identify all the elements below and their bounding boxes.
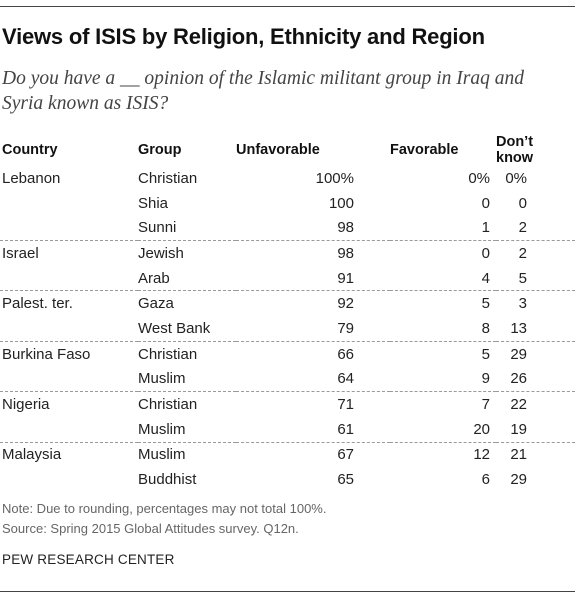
table-row: Palest. ter. Gaza 92 5 3 — [0, 291, 575, 316]
country-cell: Lebanon — [2, 169, 61, 187]
dont-know-cell: 19 — [496, 416, 575, 443]
favorable-cell: 0 — [481, 194, 490, 212]
group-cell: Jewish — [138, 244, 184, 262]
dont-know-cell: 3 — [518, 295, 527, 313]
country-cell — [0, 191, 138, 216]
favorable-cell: 8 — [390, 316, 496, 342]
header-favorable: Favorable — [390, 142, 459, 158]
dont-know-cell: 5 — [496, 265, 575, 292]
chart-title: Views of ISIS by Religion, Ethnicity and… — [2, 24, 485, 49]
unfavorable-cell: 98 — [236, 215, 390, 242]
dont-know-cell: 13 — [496, 316, 575, 342]
country-cell: Malaysia — [2, 446, 62, 464]
unfavorable-cell: 79 — [236, 316, 390, 342]
country-cell — [0, 416, 138, 443]
table-row: Sunni 98 1 2 — [0, 215, 575, 242]
table-row: Nigeria Christian 71 7 22 — [0, 392, 575, 417]
footnote: Note: Due to rounding, percentages may n… — [2, 499, 326, 539]
bottom-rule — [0, 591, 575, 592]
favorable-cell: 7 — [481, 396, 490, 414]
dont-know-cell: 29 — [510, 345, 527, 363]
group-cell: Christian — [138, 169, 198, 187]
dont-know-cell: 2 — [518, 244, 527, 262]
group-cell: Gaza — [138, 295, 174, 313]
table-row: Arab 91 4 5 — [0, 265, 575, 292]
header-country: Country — [2, 142, 58, 158]
country-cell — [0, 215, 138, 242]
group-cell: Muslim — [138, 366, 236, 393]
favorable-cell: 4 — [390, 265, 496, 292]
source-text: Source: Spring 2015 Global Attitudes sur… — [2, 521, 299, 536]
dont-know-cell: 0% — [505, 169, 527, 187]
unfavorable-cell: 66 — [337, 345, 354, 363]
favorable-cell: 0 — [481, 244, 490, 262]
country-cell — [0, 316, 138, 342]
country-cell: Burkina Faso — [2, 345, 91, 363]
country-cell — [0, 366, 138, 393]
table-row: Shia 100 0 0 — [0, 191, 575, 216]
note-text: Note: Due to rounding, percentages may n… — [2, 501, 327, 516]
unfavorable-cell: 98 — [337, 244, 354, 262]
credit-text: PEW RESEARCH CENTER — [2, 552, 175, 567]
header-dont-know: Don’t know — [496, 134, 534, 166]
country-cell — [0, 467, 138, 492]
country-cell: Palest. ter. — [2, 295, 73, 313]
dont-know-cell: 2 — [496, 215, 575, 242]
group-cell: Muslim — [138, 446, 186, 464]
favorable-cell: 5 — [481, 345, 490, 363]
group-cell: Shia — [138, 194, 169, 212]
table-row: Muslim 64 9 26 — [0, 366, 575, 393]
unfavorable-cell: 100% — [315, 169, 354, 187]
favorable-cell: 0% — [468, 169, 490, 187]
dont-know-cell: 26 — [496, 366, 575, 393]
country-cell: Israel — [2, 244, 39, 262]
dont-know-cell: 29 — [510, 471, 527, 489]
group-cell: West Bank — [138, 316, 236, 342]
favorable-cell: 6 — [481, 471, 490, 489]
dont-know-cell: 21 — [510, 446, 527, 464]
chart-subtitle: Do you have a __ opinion of the Islamic … — [2, 68, 524, 114]
dont-know-cell: 0 — [518, 194, 527, 212]
dont-know-cell: 22 — [510, 396, 527, 414]
unfavorable-cell: 61 — [236, 416, 390, 443]
favorable-cell: 1 — [390, 215, 496, 242]
country-cell — [0, 265, 138, 292]
data-table: Country Group Unfavorable Favorable Don’… — [0, 134, 575, 492]
table-row: Lebanon Christian 100% 0% 0% — [0, 166, 575, 191]
table-row: Burkina Faso Christian 66 5 29 — [0, 341, 575, 366]
unfavorable-cell: 64 — [236, 366, 390, 393]
group-cell: Buddhist — [138, 471, 197, 489]
top-rule — [0, 6, 575, 7]
favorable-cell: 20 — [390, 416, 496, 443]
unfavorable-cell: 92 — [337, 295, 354, 313]
unfavorable-cell: 91 — [236, 265, 390, 292]
header-group: Group — [138, 142, 182, 158]
group-cell: Christian — [138, 345, 198, 363]
unfavorable-cell: 100 — [328, 194, 354, 212]
unfavorable-cell: 67 — [337, 446, 354, 464]
favorable-cell: 9 — [390, 366, 496, 393]
group-cell: Christian — [138, 396, 198, 414]
group-cell: Arab — [138, 265, 236, 292]
unfavorable-cell: 71 — [337, 396, 354, 414]
table-row: Israel Jewish 98 0 2 — [0, 241, 575, 266]
header-row: Country Group Unfavorable Favorable Don’… — [0, 134, 575, 166]
table-row: Malaysia Muslim 67 12 21 — [0, 442, 575, 467]
table-body: Lebanon Christian 100% 0% 0% Shia 100 0 … — [0, 166, 575, 492]
table-row: Buddhist 65 6 29 — [0, 467, 575, 492]
header-unfavorable: Unfavorable — [236, 142, 320, 158]
group-cell: Muslim — [138, 416, 236, 443]
country-cell: Nigeria — [2, 396, 50, 414]
favorable-cell: 5 — [481, 295, 490, 313]
unfavorable-cell: 65 — [337, 471, 354, 489]
group-cell: Sunni — [138, 215, 236, 242]
table-row: West Bank 79 8 13 — [0, 316, 575, 342]
favorable-cell: 12 — [473, 446, 490, 464]
table-row: Muslim 61 20 19 — [0, 416, 575, 443]
